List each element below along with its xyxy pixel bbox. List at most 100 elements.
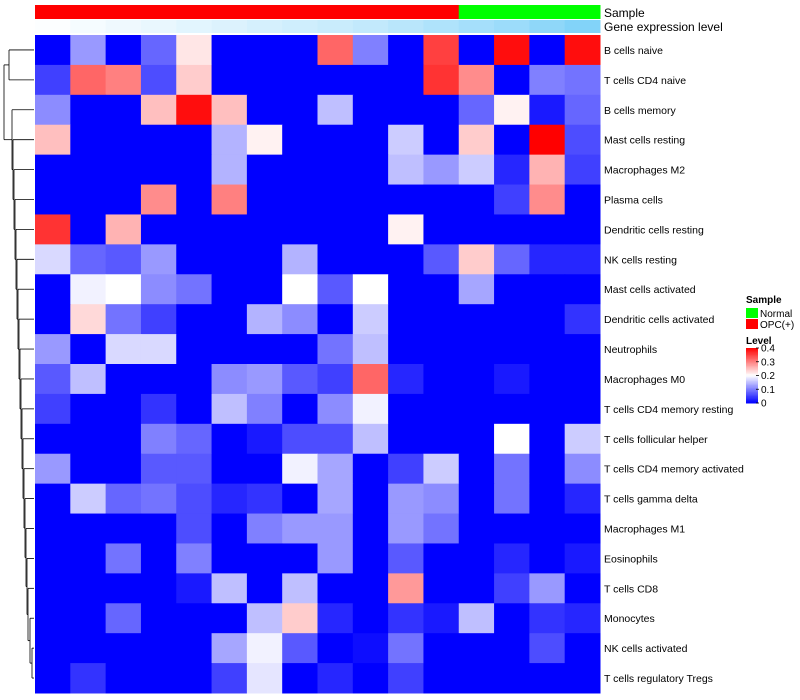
heatmap-cell <box>352 364 389 395</box>
heatmap-cell <box>458 393 495 425</box>
level-gradient-step <box>746 349 758 352</box>
sample-legend-label: Normal <box>760 309 792 320</box>
level-gradient-step <box>746 363 758 365</box>
heatmap-cell <box>564 64 601 96</box>
heatmap-cell <box>423 573 460 604</box>
heatmap-cell <box>529 214 566 245</box>
heatmap-cell <box>564 94 601 126</box>
heatmap-cell <box>352 94 389 126</box>
row-label: NK cells activated <box>604 643 688 655</box>
heatmap-cell <box>317 364 354 395</box>
heatmap-cell <box>70 573 107 604</box>
heatmap-cell <box>282 364 318 395</box>
row-label: NK cells resting <box>604 254 677 266</box>
heatmap-cell <box>317 35 354 66</box>
expression-annotation-cell <box>282 20 318 33</box>
row-label: T cells CD4 memory resting <box>604 404 733 416</box>
level-gradient-step <box>746 396 758 398</box>
heatmap-cell <box>140 214 177 245</box>
heatmap-cell <box>282 573 318 604</box>
heatmap-cell <box>494 633 530 664</box>
heatmap-cell <box>458 214 495 245</box>
level-gradient-step <box>746 368 758 371</box>
heatmap-cell <box>423 393 460 425</box>
heatmap-cell <box>211 423 248 455</box>
expression-annotation-cell <box>352 20 389 33</box>
heatmap-cell <box>70 393 107 425</box>
expression-annotation-cell <box>564 20 601 33</box>
level-gradient-step <box>746 378 758 381</box>
heatmap-cell <box>494 543 530 574</box>
heatmap-cell <box>529 274 566 305</box>
heatmap-cell <box>211 603 248 634</box>
heatmap-cell <box>176 663 213 694</box>
heatmap-cell <box>317 453 354 485</box>
heatmap-cell <box>529 364 566 395</box>
heatmap-cell <box>140 393 177 425</box>
heatmap-cell <box>494 603 530 634</box>
heatmap-cell <box>140 244 177 275</box>
heatmap-cell <box>176 64 213 96</box>
heatmap-cell <box>211 573 248 604</box>
heatmap-cell <box>494 214 530 245</box>
heatmap-cell <box>494 393 530 425</box>
heatmap-cell <box>494 513 530 544</box>
heatmap-cell <box>211 633 248 664</box>
level-gradient-step <box>746 375 758 378</box>
heatmap-cell <box>35 663 71 694</box>
heatmap-cell <box>246 483 283 515</box>
heatmap-cell <box>176 274 213 305</box>
level-gradient-step <box>746 352 758 354</box>
expression-annotation-cell <box>176 20 213 33</box>
heatmap-cell <box>564 483 601 515</box>
heatmap-cell <box>246 423 283 455</box>
heatmap-cell <box>352 64 389 96</box>
heatmap-cell <box>529 453 566 485</box>
heatmap-cell <box>388 94 424 126</box>
heatmap-cell <box>140 334 177 365</box>
heatmap-cell <box>246 304 283 335</box>
row-label: Plasma cells <box>604 195 663 207</box>
heatmap-cell <box>564 334 601 365</box>
level-gradient-step <box>746 383 758 386</box>
heatmap-cell <box>317 64 354 96</box>
heatmap-cell <box>105 94 142 126</box>
heatmap-cell <box>70 214 107 245</box>
heatmap-cell <box>388 274 424 305</box>
heatmap-cell <box>458 453 495 485</box>
heatmap-cell <box>388 453 424 485</box>
heatmap-cell <box>564 35 601 66</box>
heatmap-cell <box>282 513 318 544</box>
heatmap-cell <box>176 35 213 66</box>
expression-annotation-cell <box>529 20 566 33</box>
heatmap-cell <box>529 64 566 96</box>
row-label: Monocytes <box>604 613 655 625</box>
heatmap-cell <box>458 94 495 126</box>
heatmap-cell <box>176 543 213 574</box>
heatmap-cell <box>211 274 248 305</box>
level-gradient-step <box>746 401 758 404</box>
expression-annotation-cell <box>70 20 107 33</box>
heatmap-cell <box>140 64 177 96</box>
expression-annotation-cell <box>317 20 354 33</box>
heatmap-cell <box>423 154 460 186</box>
heatmap-cell <box>317 423 354 455</box>
heatmap-cell <box>564 274 601 305</box>
heatmap-cell <box>317 393 354 425</box>
heatmap-cell <box>564 453 601 485</box>
heatmap-cell <box>176 573 213 604</box>
heatmap-cell <box>352 154 389 186</box>
heatmap-cell <box>246 393 283 425</box>
heatmap-cell <box>317 274 354 305</box>
level-gradient-step <box>746 392 758 394</box>
heatmap-cell <box>388 64 424 96</box>
level-gradient-step <box>746 386 758 389</box>
level-gradient-step <box>746 376 758 379</box>
heatmap-cell <box>35 184 71 215</box>
heatmap-cell <box>35 453 71 485</box>
heatmap-cell <box>458 35 495 66</box>
heatmap-cell <box>352 214 389 245</box>
heatmap-cell <box>282 663 318 694</box>
heatmap-cell <box>423 364 460 395</box>
heatmap-cell <box>176 244 213 275</box>
